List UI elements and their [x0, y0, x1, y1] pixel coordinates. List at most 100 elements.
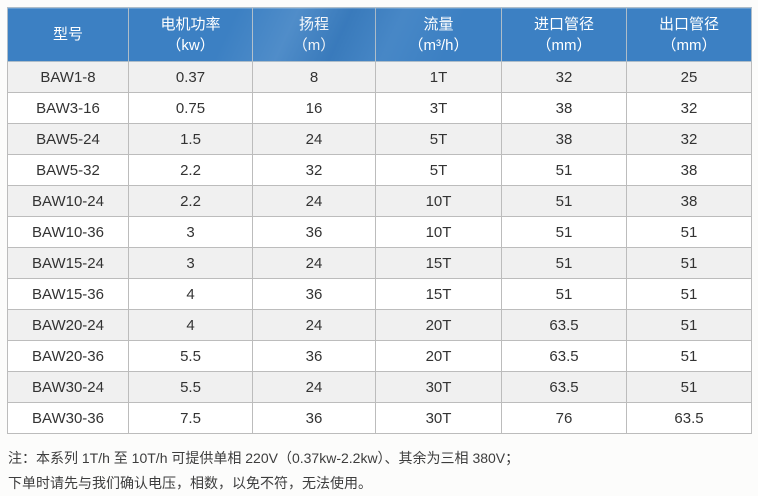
table-cell: 32	[252, 154, 376, 186]
table-cell: 38	[501, 123, 627, 155]
table-cell: 1T	[375, 61, 502, 93]
header-label: 电机功率	[160, 15, 221, 33]
header-unit: （mm）	[661, 36, 717, 54]
table-cell: 1.5	[128, 123, 253, 155]
table-cell: 2.2	[128, 185, 253, 217]
table-cell: 51	[626, 309, 752, 341]
table-cell: 5.5	[128, 371, 253, 403]
cell-model: BAW20-36	[7, 340, 129, 372]
table-cell: 24	[252, 185, 376, 217]
header-label: 型号	[52, 26, 83, 43]
cell-model: BAW20-24	[7, 309, 129, 341]
col-header-inlet-diameter: 进口管径 （mm）	[501, 7, 627, 62]
table-cell: 7.5	[128, 402, 253, 434]
table-cell: 51	[501, 216, 627, 248]
table-cell: 32	[626, 123, 752, 155]
table-cell: 63.5	[626, 402, 752, 434]
table-cell: 20T	[375, 340, 502, 372]
table-cell: 15T	[375, 247, 502, 279]
table-cell: 30T	[375, 402, 502, 434]
cell-model: BAW10-24	[7, 185, 129, 217]
col-header-outlet-diameter: 出口管径 （mm）	[626, 7, 752, 62]
table-cell: 10T	[375, 216, 502, 248]
table-cell: 51	[501, 154, 627, 186]
col-header-head: 扬程 （m）	[252, 7, 376, 62]
cell-model: BAW15-24	[7, 247, 129, 279]
footnote-line-1: 注：本系列 1T/h 至 10T/h 可提供单相 220V（0.37kw-2.2…	[8, 450, 520, 466]
header-label: 流量	[423, 15, 454, 33]
table-cell: 24	[252, 247, 376, 279]
table-cell: 51	[626, 278, 752, 310]
cell-model: BAW10-36	[7, 216, 129, 248]
table-cell: 0.37	[128, 61, 253, 93]
table-cell: 38	[626, 185, 752, 217]
header-unit: （m）	[292, 36, 336, 54]
cell-model: BAW1-8	[7, 61, 129, 93]
table-cell: 3	[128, 216, 253, 248]
table-cell: 63.5	[501, 309, 627, 341]
table-cell: 63.5	[501, 371, 627, 403]
table-row: BAW20-24 4 24 20T 63.5 51	[7, 309, 752, 341]
table-cell: 25	[626, 61, 752, 93]
table-cell: 3	[128, 247, 253, 279]
col-header-model: 型号	[7, 7, 129, 62]
header-row: 型号 电机功率 （kw） 扬程 （m） 流量 （m³/h）	[7, 7, 752, 62]
cell-model: BAW30-24	[7, 371, 129, 403]
cell-model: BAW3-16	[7, 92, 129, 124]
table-row: BAW15-24 3 24 15T 51 51	[7, 247, 752, 279]
table-cell: 51	[626, 247, 752, 279]
table-row: BAW1-8 0.37 8 1T 32 25	[7, 61, 752, 93]
table-cell: 24	[252, 309, 376, 341]
table-row: BAW10-24 2.2 24 10T 51 38	[7, 185, 752, 217]
table-header: 型号 电机功率 （kw） 扬程 （m） 流量 （m³/h）	[7, 7, 752, 62]
footnote-line-2: 下单时请先与我们确认电压，相数，以免不符，无法使用。	[8, 475, 372, 491]
table-cell: 5.5	[128, 340, 253, 372]
table-cell: 63.5	[501, 340, 627, 372]
table-cell: 32	[501, 61, 627, 93]
table-cell: 51	[501, 278, 627, 310]
header-unit: （mm）	[536, 36, 592, 54]
cell-model: BAW15-36	[7, 278, 129, 310]
table-cell: 4	[128, 278, 253, 310]
table-cell: 51	[501, 247, 627, 279]
table-cell: 0.75	[128, 92, 253, 124]
table-cell: 5T	[375, 123, 502, 155]
table-cell: 20T	[375, 309, 502, 341]
table-cell: 36	[252, 216, 376, 248]
table-cell: 76	[501, 402, 627, 434]
table-cell: 51	[626, 371, 752, 403]
header-unit: （m³/h）	[408, 36, 469, 54]
table-cell: 16	[252, 92, 376, 124]
table-cell: 38	[626, 154, 752, 186]
table-cell: 3T	[375, 92, 502, 124]
table-body: BAW1-8 0.37 8 1T 32 25 BAW3-16 0.75 16 3T 38 32 BAW5…	[7, 61, 752, 434]
table-row: BAW15-36 4 36 15T 51 51	[7, 278, 752, 310]
table-cell: 36	[252, 340, 376, 372]
cell-model: BAW5-32	[7, 154, 129, 186]
cell-model: BAW5-24	[7, 123, 129, 155]
table-cell: 30T	[375, 371, 502, 403]
cell-model: BAW30-36	[7, 402, 129, 434]
table-row: BAW30-36 7.5 36 30T 76 63.5	[7, 402, 752, 434]
table-cell: 4	[128, 309, 253, 341]
table-row: BAW5-32 2.2 32 5T 51 38	[7, 154, 752, 186]
header-label: 进口管径	[533, 15, 594, 33]
table-cell: 51	[626, 216, 752, 248]
table-cell: 5T	[375, 154, 502, 186]
table-cell: 38	[501, 92, 627, 124]
table-cell: 8	[252, 61, 376, 93]
header-label: 出口管径	[658, 15, 719, 33]
table-cell: 36	[252, 278, 376, 310]
header-unit: （kw）	[166, 36, 215, 54]
table-cell: 24	[252, 371, 376, 403]
table-row: BAW5-24 1.5 24 5T 38 32	[7, 123, 752, 155]
table-cell: 36	[252, 402, 376, 434]
table-cell: 10T	[375, 185, 502, 217]
table-cell: 51	[626, 340, 752, 372]
table-cell: 15T	[375, 278, 502, 310]
col-header-flow: 流量 （m³/h）	[375, 7, 502, 62]
pump-spec-table-wrap: 型号 电机功率 （kw） 扬程 （m） 流量 （m³/h）	[7, 7, 752, 434]
header-label: 扬程	[298, 15, 329, 33]
table-row: BAW10-36 3 36 10T 51 51	[7, 216, 752, 248]
